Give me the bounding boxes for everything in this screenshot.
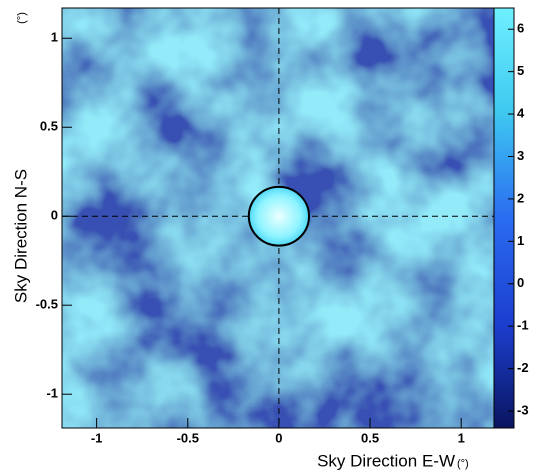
- colorbar-tick-label: 4: [517, 105, 525, 120]
- x-axis-title: Sky Direction E-W: [317, 451, 455, 470]
- x-tick-label: -1: [91, 430, 103, 445]
- colorbar-tick-label: 6: [517, 21, 524, 36]
- y-tick-label: -1: [46, 386, 58, 401]
- colorbar: [493, 7, 515, 429]
- x-tick-label: -0.5: [177, 430, 199, 445]
- colorbar-tick-label: 0: [517, 275, 524, 290]
- x-axis-unit: (°): [457, 458, 469, 470]
- y-axis-unit: (°): [16, 12, 28, 24]
- y-tick-label: 0.5: [40, 119, 58, 134]
- x-tick-label: 0.5: [361, 430, 379, 445]
- x-tick-label: 0: [275, 430, 282, 445]
- colorbar-tick-label: 3: [517, 148, 524, 163]
- colorbar-tick-label: -3: [517, 402, 529, 417]
- y-tick-label: -0.5: [36, 297, 58, 312]
- colorbar-tick-label: 2: [517, 190, 524, 205]
- y-tick-label: 1: [51, 30, 58, 45]
- plot-area: [61, 7, 495, 429]
- y-axis-title: Sky Direction N-S: [11, 169, 30, 303]
- colorbar-tick-label: -2: [517, 360, 529, 375]
- x-tick-label: 1: [458, 430, 465, 445]
- y-tick-label: 0: [51, 208, 58, 223]
- source-circle: [247, 185, 310, 247]
- colorbar-tick-label: 5: [517, 63, 524, 78]
- colorbar-tick-label: 1: [517, 233, 524, 248]
- colorbar-tick-label: -1: [517, 318, 529, 333]
